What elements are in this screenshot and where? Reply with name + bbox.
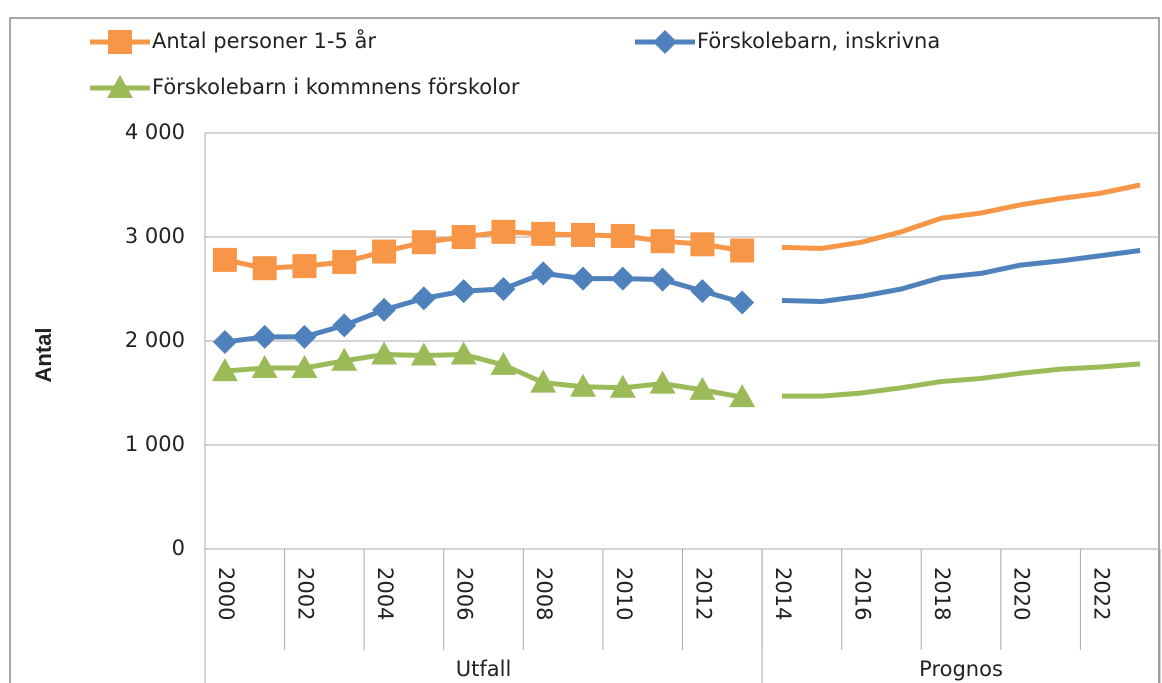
x-tick-label: 2012 — [691, 567, 715, 620]
x-tick-label: 2022 — [1089, 567, 1113, 620]
marker — [571, 222, 596, 247]
x-tick-label: 2006 — [453, 567, 477, 620]
marker — [530, 369, 557, 393]
marker — [650, 267, 675, 292]
marker — [531, 221, 556, 246]
marker — [730, 238, 755, 263]
x-tick-label: 2016 — [851, 567, 875, 620]
marker — [372, 239, 397, 264]
marker — [649, 370, 676, 394]
marker — [212, 247, 237, 272]
y-tick-label: 1 000 — [125, 432, 185, 456]
marker — [610, 266, 635, 291]
marker — [491, 277, 516, 301]
chart-frame — [9, 17, 1160, 683]
marker — [730, 290, 755, 315]
marker — [690, 279, 715, 304]
y-tick-label: 4 000 — [125, 120, 185, 144]
y-tick-label: 2 000 — [125, 328, 185, 352]
marker — [411, 286, 436, 311]
marker — [490, 351, 517, 375]
x-tick-label: 2004 — [373, 567, 397, 620]
marker — [451, 225, 476, 249]
marker — [650, 229, 675, 254]
marker — [571, 266, 596, 291]
marker — [292, 324, 317, 349]
x-tick-label: 2002 — [293, 567, 317, 620]
marker — [653, 30, 677, 54]
marker — [450, 341, 477, 365]
marker — [729, 384, 756, 408]
group-label: Utfall — [456, 657, 512, 681]
x-tick-label: 2018 — [930, 567, 954, 620]
marker — [107, 75, 133, 98]
marker — [332, 249, 357, 274]
marker — [372, 297, 397, 322]
x-tick-label: 2010 — [612, 567, 636, 620]
series-line — [781, 248, 1141, 304]
series-line — [781, 182, 1141, 251]
legend-label: Antal personer 1-5 år — [152, 28, 376, 53]
marker — [212, 330, 237, 355]
legend-label: Förskolebarn, inskrivna — [697, 29, 940, 53]
marker — [690, 232, 715, 257]
marker — [292, 254, 317, 279]
group-label: Prognos — [919, 657, 1003, 681]
marker — [211, 358, 238, 382]
x-tick-label: 2000 — [214, 567, 238, 620]
marker — [570, 373, 597, 397]
marker — [491, 219, 516, 244]
series-line — [781, 361, 1141, 399]
x-tick-label: 2008 — [532, 567, 556, 620]
marker — [411, 230, 436, 255]
marker — [332, 313, 357, 338]
marker — [252, 324, 277, 349]
legend-label: Förskolebarn i kommnens förskolor — [152, 75, 520, 99]
y-tick-label: 3 000 — [125, 224, 185, 248]
marker — [108, 30, 132, 54]
marker — [451, 279, 476, 304]
y-axis-label: Antal — [31, 328, 56, 383]
marker — [331, 347, 358, 371]
marker — [609, 374, 636, 398]
marker — [531, 261, 556, 286]
marker — [410, 342, 437, 366]
marker — [251, 355, 278, 379]
marker — [689, 376, 716, 400]
x-tick-label: 2014 — [771, 567, 795, 620]
marker — [610, 223, 635, 248]
marker — [371, 341, 398, 365]
marker — [291, 355, 318, 379]
y-tick-label: 0 — [172, 536, 185, 560]
x-tick-label: 2020 — [1010, 567, 1034, 620]
marker — [252, 256, 277, 281]
